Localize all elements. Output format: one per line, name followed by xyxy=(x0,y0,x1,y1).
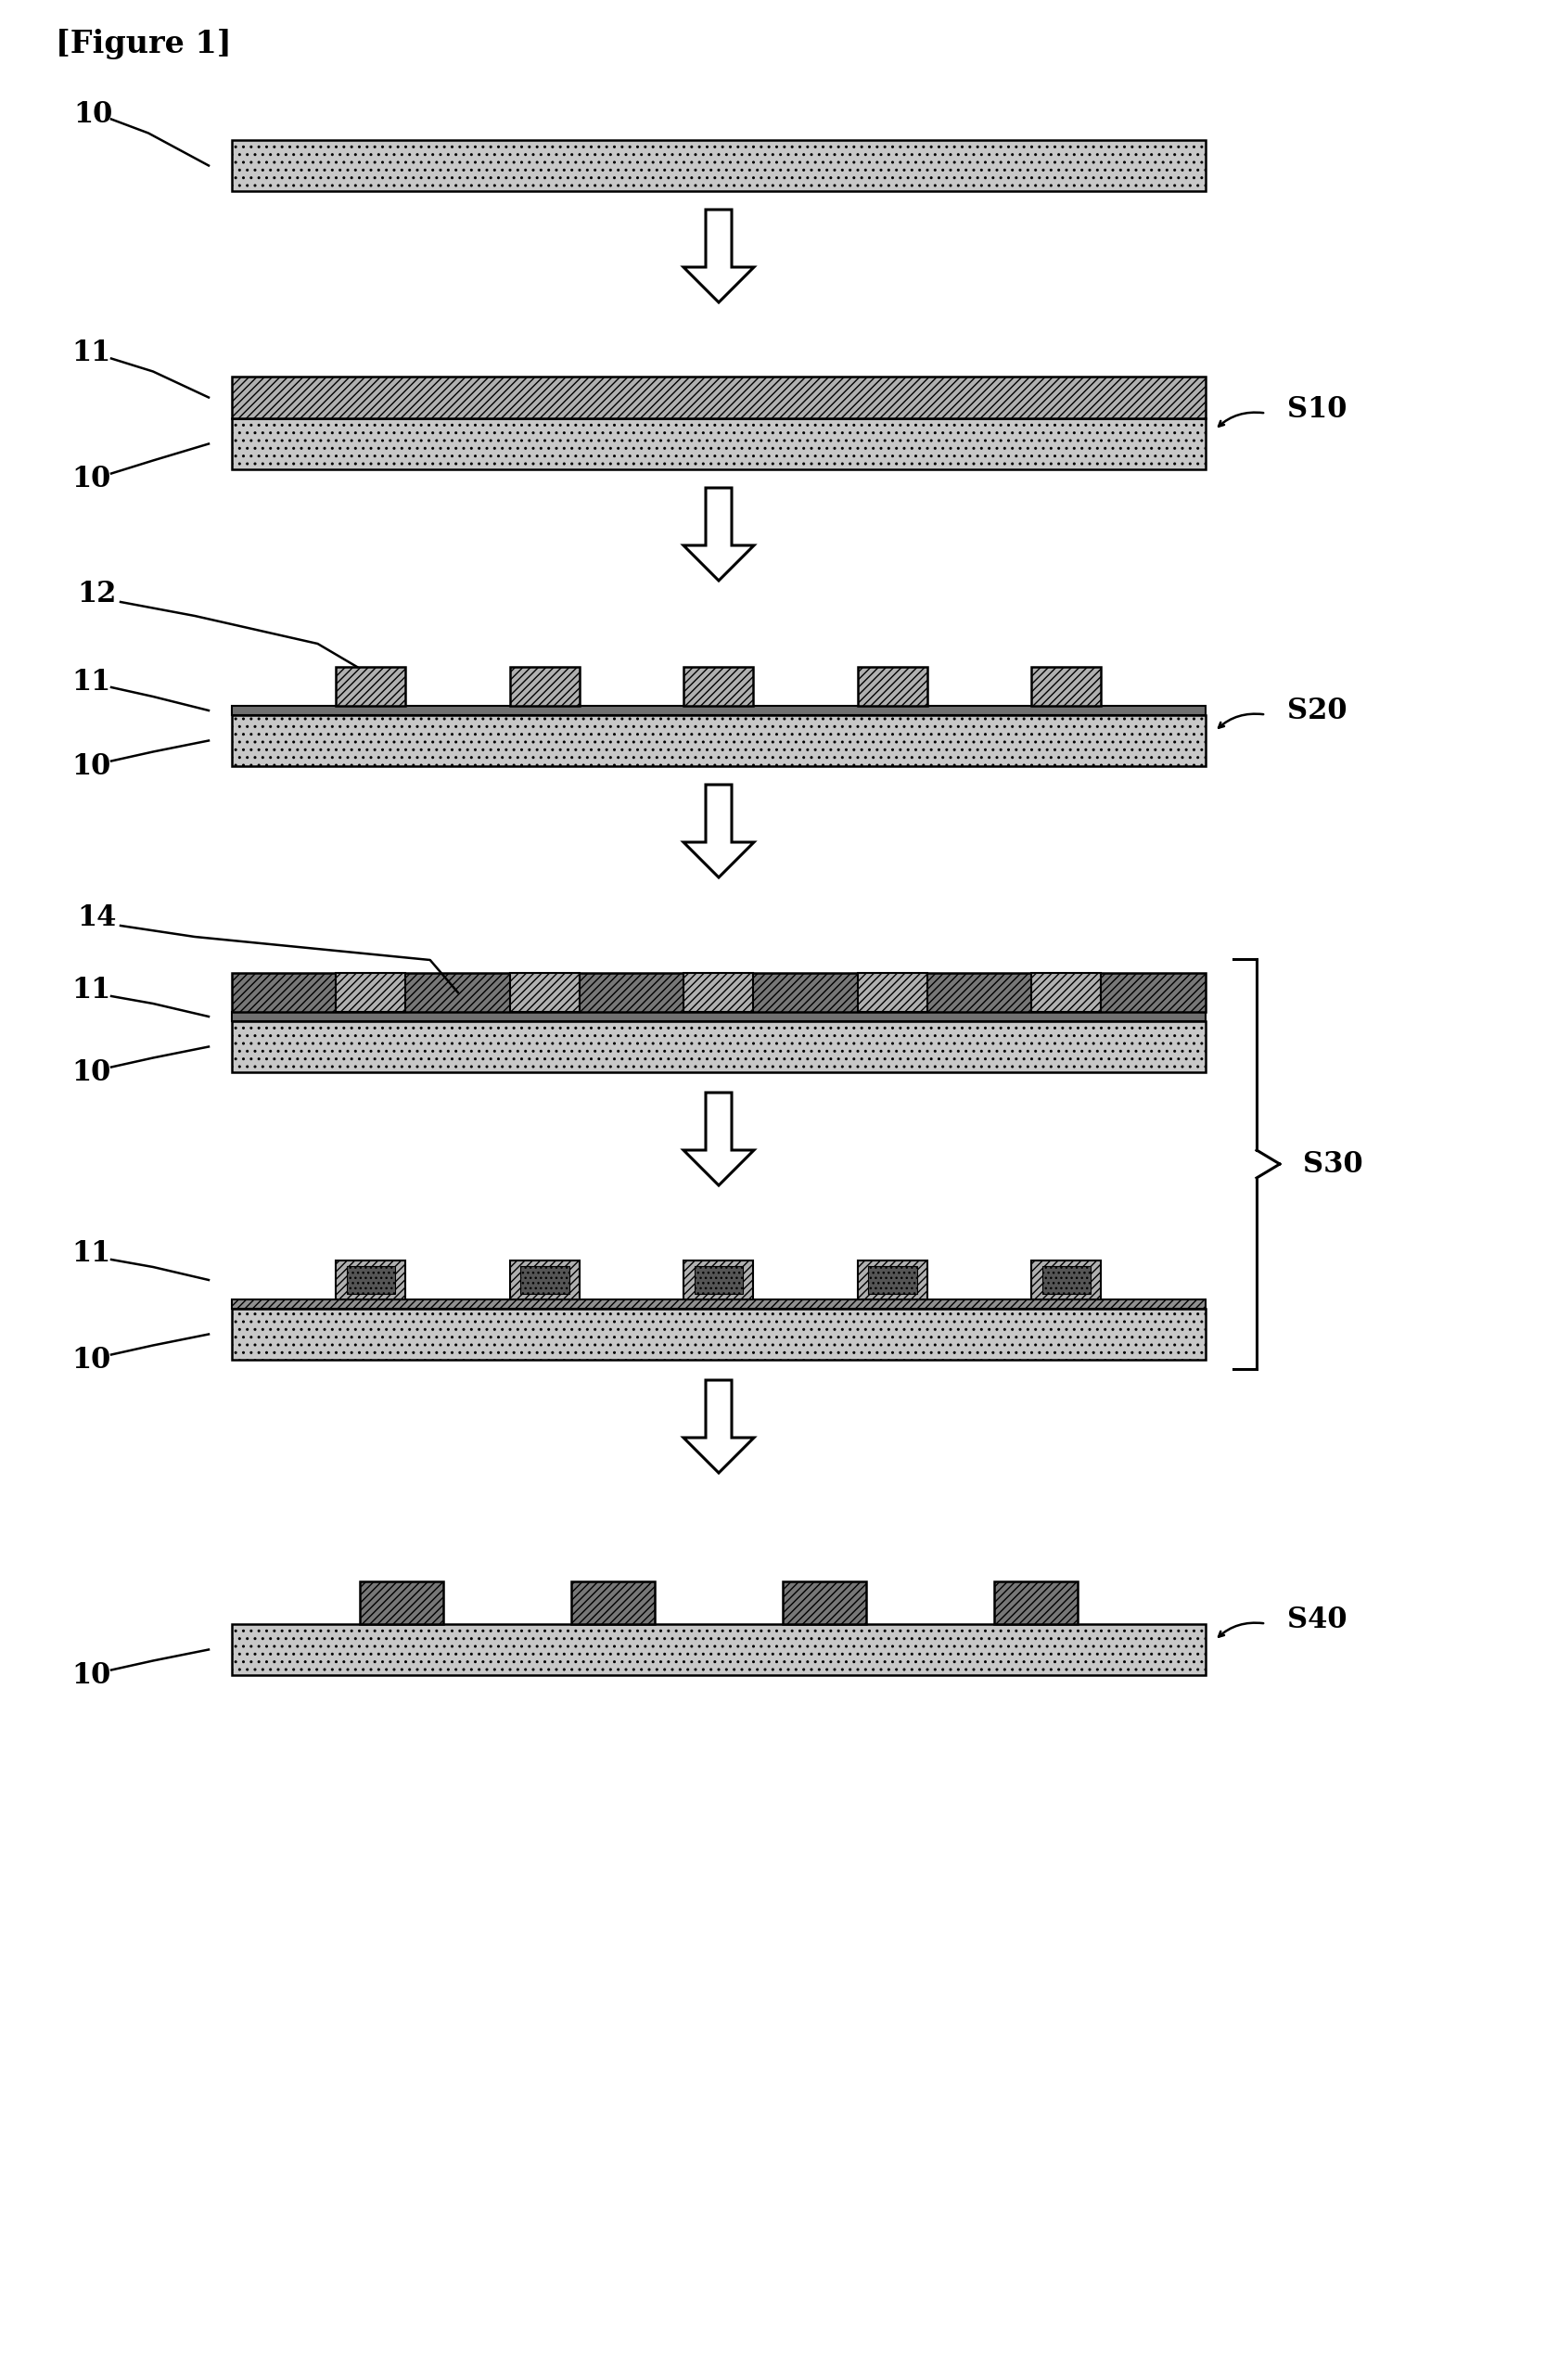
Bar xyxy=(346,1266,396,1295)
Bar xyxy=(858,666,927,707)
Bar xyxy=(337,973,405,1011)
Text: 10: 10 xyxy=(72,1345,111,1376)
Bar xyxy=(232,419,1206,469)
Bar xyxy=(232,714,1206,766)
Bar xyxy=(509,666,580,707)
Bar xyxy=(232,1299,1206,1309)
Bar xyxy=(232,376,1206,419)
Bar xyxy=(509,973,580,1011)
Bar xyxy=(232,707,1206,714)
Polygon shape xyxy=(684,785,754,878)
Polygon shape xyxy=(684,1092,754,1185)
Polygon shape xyxy=(684,1380,754,1473)
Bar xyxy=(509,1261,580,1299)
Bar xyxy=(232,1011,1206,1021)
Text: [Figure 1]: [Figure 1] xyxy=(56,29,232,60)
Bar xyxy=(232,973,1206,1011)
Text: 11: 11 xyxy=(72,338,111,367)
Polygon shape xyxy=(684,488,754,581)
Text: S20: S20 xyxy=(1287,697,1348,726)
Text: 11: 11 xyxy=(72,669,111,697)
Bar xyxy=(868,1266,918,1295)
Bar xyxy=(684,973,754,1011)
Bar xyxy=(858,973,927,1011)
Bar xyxy=(232,1309,1206,1359)
Text: S10: S10 xyxy=(1287,395,1348,424)
Text: 10: 10 xyxy=(72,752,111,781)
Text: 10: 10 xyxy=(72,464,111,493)
Text: S40: S40 xyxy=(1287,1606,1348,1635)
Bar xyxy=(520,1266,569,1295)
Bar xyxy=(695,1266,743,1295)
Bar xyxy=(337,1261,405,1299)
Bar xyxy=(1031,973,1102,1011)
Bar xyxy=(994,1580,1078,1623)
Bar xyxy=(1031,666,1102,707)
Text: 14: 14 xyxy=(78,904,117,933)
Bar xyxy=(337,666,405,707)
Text: 11: 11 xyxy=(72,976,111,1004)
Bar xyxy=(1031,1261,1102,1299)
Text: 10: 10 xyxy=(72,1661,111,1690)
Text: S30: S30 xyxy=(1302,1150,1363,1178)
Bar xyxy=(684,666,754,707)
Text: 10: 10 xyxy=(73,100,112,129)
Bar xyxy=(858,1261,927,1299)
Polygon shape xyxy=(684,209,754,302)
Text: 10: 10 xyxy=(72,1059,111,1088)
Text: 11: 11 xyxy=(72,1240,111,1269)
Bar xyxy=(360,1580,444,1623)
Bar xyxy=(232,140,1206,190)
Bar xyxy=(572,1580,654,1623)
Bar xyxy=(1042,1266,1091,1295)
Bar xyxy=(232,1021,1206,1073)
Bar xyxy=(232,1623,1206,1676)
Bar xyxy=(684,1261,754,1299)
Text: 12: 12 xyxy=(78,581,117,609)
Bar xyxy=(782,1580,866,1623)
